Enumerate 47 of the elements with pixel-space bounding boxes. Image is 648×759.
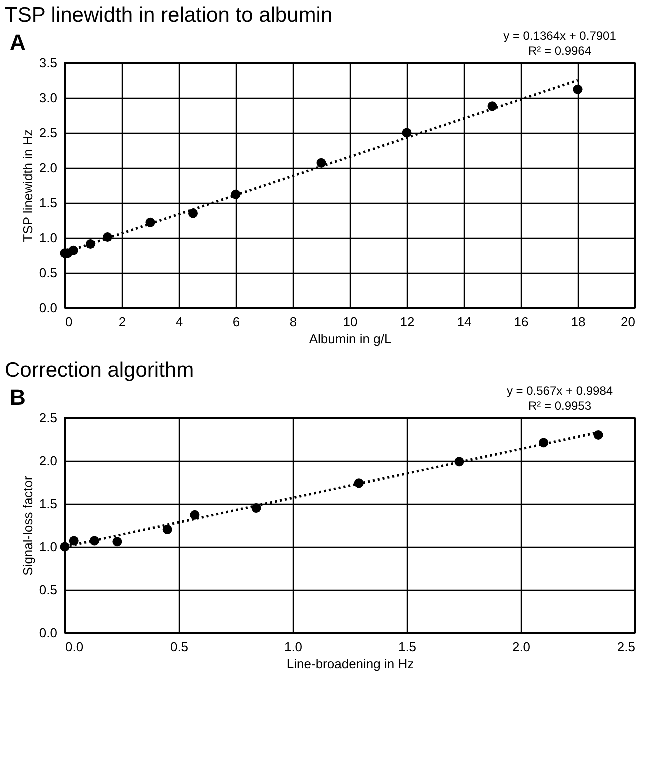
chart-title: TSP linewidth in relation to albumin (5, 4, 333, 27)
text: A (10, 30, 26, 55)
x-tick-label: 0 (66, 314, 73, 330)
y-tick-label: 0.5 (39, 582, 58, 598)
x-tick-label: 6 (232, 314, 240, 330)
x-tick-label: 8 (290, 314, 298, 330)
y-tick-label: 2.0 (39, 454, 58, 468)
text: R² = 0.9953 (528, 399, 592, 413)
y-tick-label: 1.5 (39, 496, 58, 512)
x-tick-label: 14 (457, 314, 472, 330)
x-tick-label: 0.0 (66, 640, 84, 654)
y-tick-label: 1.0 (39, 540, 58, 554)
x-tick-label: 20 (621, 314, 636, 330)
chart-title: Correction algorithm (5, 359, 194, 382)
x-tick-label: 10 (343, 314, 358, 330)
point (573, 84, 583, 94)
x-tick-label: 12 (400, 314, 415, 330)
y-axis-title: Signal-loss factor (20, 475, 36, 576)
y-tick-label: 3.5 (39, 56, 58, 70)
x-tick-label: 0.5 (170, 640, 189, 654)
text: y = 0.1364x + 0.7901 (504, 29, 617, 43)
x-tick-label: 2.5 (617, 640, 636, 654)
y-tick-label: 2.5 (39, 410, 58, 426)
x-tick-label: 1.5 (398, 640, 417, 654)
y-tick-label: 1.0 (39, 230, 58, 246)
y-tick-label: 0.0 (39, 300, 58, 316)
x-tick-label: 1.0 (284, 640, 303, 654)
y-tick-label: 1.5 (39, 196, 58, 210)
point (188, 208, 198, 218)
text: R² = 0.9964 (528, 44, 592, 58)
y-tick-label: 0.5 (39, 266, 58, 280)
point (316, 158, 326, 168)
point (402, 128, 412, 138)
x-axis-title: Albumin in g/L (309, 332, 392, 346)
y-tick-label: 0.0 (39, 626, 58, 640)
text: y = 0.567x + 0.9984 (506, 384, 614, 398)
x-tick-label: 2 (118, 314, 126, 330)
x-tick-label: 16 (514, 314, 529, 330)
x-tick-label: 2.0 (512, 640, 531, 654)
x-tick-label: 18 (571, 314, 586, 330)
y-tick-label: 2.5 (39, 126, 58, 140)
text: B (10, 385, 26, 410)
x-tick-label: 4 (176, 314, 184, 330)
y-tick-label: 2.0 (39, 160, 58, 176)
y-axis-title: TSP linewidth in Hz (20, 130, 36, 242)
x-axis-title: Line-broadening in Hz (286, 656, 414, 672)
y-tick-label: 3.0 (39, 90, 58, 106)
